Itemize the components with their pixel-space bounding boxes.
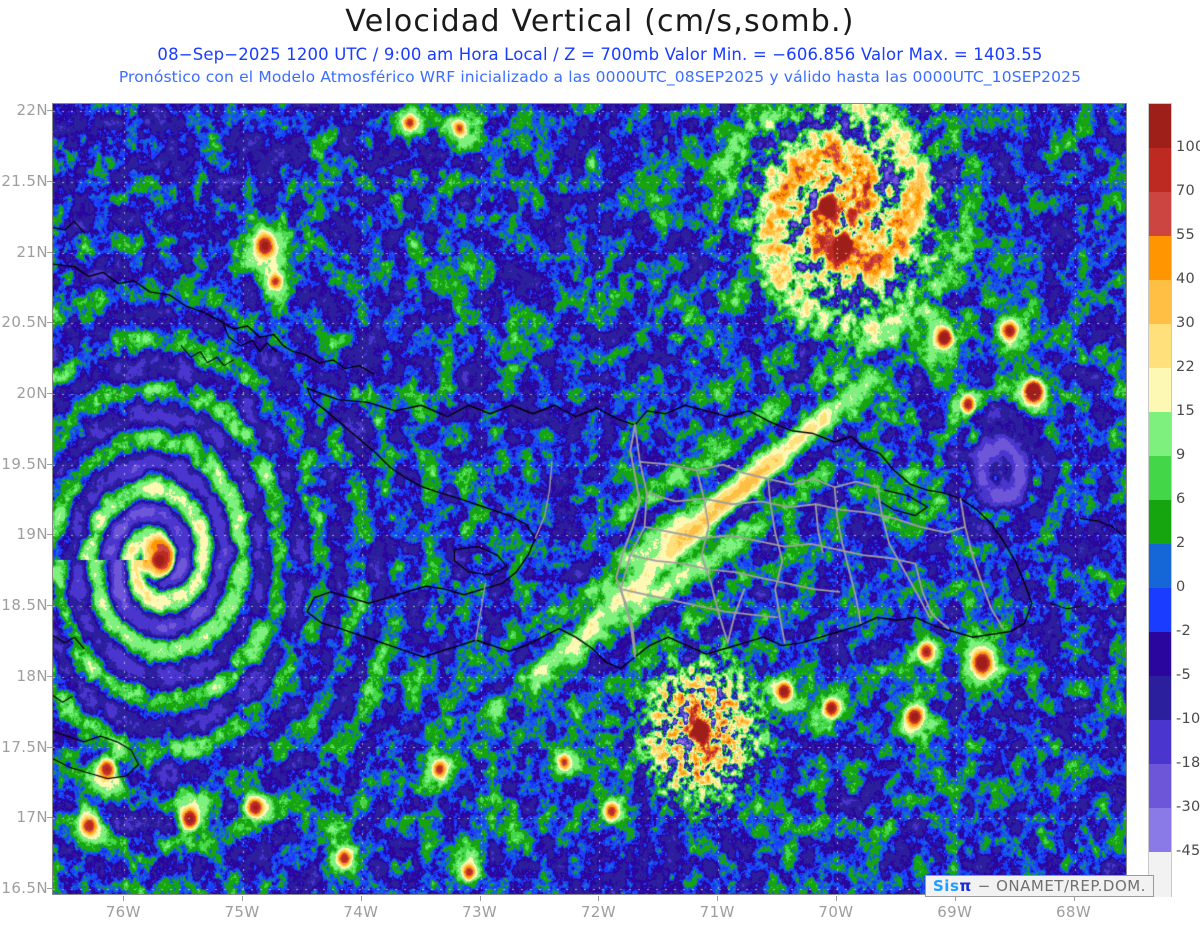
colorbar-segment [1149, 412, 1171, 457]
subtitle-line-1: 08−Sep−2025 1200 UTC / 9:00 am Hora Loca… [157, 45, 1043, 64]
colorbar-segment [1149, 808, 1171, 853]
colorbar[interactable] [1148, 103, 1172, 897]
x-tick-label: 74W [343, 903, 379, 921]
colorbar-tick-label: -5 [1176, 667, 1192, 683]
x-tick-label: 75W [224, 903, 260, 921]
y-tick-mark [47, 392, 52, 394]
colorbar-tick-label: -45 [1176, 843, 1200, 859]
colorbar-tick-label: -10 [1176, 711, 1200, 727]
x-tick-label: 68W [1055, 903, 1092, 921]
x-tick-mark [123, 896, 125, 901]
colorbar-segment [1149, 720, 1171, 765]
colorbar-segment [1149, 280, 1171, 325]
y-tick-mark [47, 746, 52, 748]
x-tick-mark [954, 896, 956, 901]
page-title: Velocidad Vertical (cm/s,somb.) [345, 4, 855, 39]
y-tick-label: 22N [16, 101, 48, 120]
colorbar-segment [1149, 544, 1171, 589]
y-tick-mark [47, 817, 52, 819]
colorbar-segment [1149, 676, 1171, 721]
colorbar-segment [1149, 456, 1171, 501]
colorbar-tick-label: 2 [1176, 535, 1186, 551]
x-tick-mark [360, 896, 362, 901]
map-plot-area[interactable] [52, 103, 1127, 895]
colorbar-segment [1149, 104, 1171, 149]
y-tick-mark [47, 322, 52, 324]
y-tick-label: 18N [16, 666, 48, 685]
colorbar-tick-label: 9 [1176, 447, 1186, 463]
colorbar-segment [1149, 368, 1171, 413]
watermark-onamet: Sis π − ONAMET/REP.DOM. [925, 875, 1154, 897]
colorbar-tick-label: 0 [1176, 579, 1186, 595]
y-tick-label: 21.5N [1, 171, 48, 190]
colorbar-segment [1149, 632, 1171, 677]
x-tick-mark [1073, 896, 1075, 901]
map-overlay-coastlines-grid [53, 104, 1126, 894]
x-tick-label: 72W [580, 903, 616, 921]
colorbar-tick-label: 55 [1176, 227, 1196, 243]
x-tick-label: 76W [105, 903, 141, 921]
watermark-brand: Sis [933, 877, 960, 895]
colorbar-segment [1149, 852, 1171, 897]
x-tick-mark [242, 896, 244, 901]
y-tick-mark [47, 534, 52, 536]
colorbar-tick-label: 22 [1176, 359, 1196, 375]
y-tick-label: 21N [16, 242, 48, 261]
x-tick-label: 69W [937, 903, 973, 921]
y-tick-label: 18.5N [1, 596, 48, 615]
x-tick-mark [598, 896, 600, 901]
watermark-agency: − ONAMET/REP.DOM. [977, 877, 1146, 895]
colorbar-tick-label: 100 [1176, 139, 1200, 155]
y-tick-label: 19N [16, 525, 48, 544]
colorbar-segment [1149, 192, 1171, 237]
colorbar-segment [1149, 500, 1171, 545]
colorbar-segment [1149, 764, 1171, 809]
watermark-pi-icon: π [959, 877, 972, 895]
y-tick-mark [47, 110, 52, 112]
y-tick-mark [47, 251, 52, 253]
subtitle-line-2: Pronóstico con el Modelo Atmosférico WRF… [118, 68, 1082, 86]
x-tick-mark [717, 896, 719, 901]
colorbar-segment [1149, 324, 1171, 369]
colorbar-tick-label: 6 [1176, 491, 1186, 507]
y-axis-latitude: 22N 21.5N 21N 20.5N 20N 19.5N 19N 18.5N 18N 17.5N… [0, 0, 52, 927]
y-tick-mark [47, 180, 52, 182]
colorbar-segment [1149, 148, 1171, 193]
colorbar-tick-label: -18 [1176, 755, 1200, 771]
y-tick-label: 19.5N [1, 454, 48, 473]
colorbar-tick-label: 40 [1176, 271, 1196, 287]
colorbar-tick-label: 30 [1176, 315, 1196, 331]
y-tick-mark [47, 675, 52, 677]
colorbar-tick-label: 70 [1176, 183, 1196, 199]
colorbar-tick-label: 15 [1176, 403, 1196, 419]
y-tick-mark [47, 887, 52, 889]
y-tick-mark [47, 605, 52, 607]
y-tick-label: 17.5N [1, 737, 48, 756]
x-tick-mark [479, 896, 481, 901]
y-tick-mark [47, 463, 52, 465]
y-tick-label: 17N [16, 808, 48, 827]
y-tick-label: 20.5N [1, 313, 48, 332]
colorbar-tick-label: -30 [1176, 799, 1200, 815]
colorbar-tick-label: -2 [1176, 623, 1192, 639]
colorbar-segment [1149, 236, 1171, 281]
x-tick-label: 70W [818, 903, 854, 921]
x-tick-label: 73W [462, 903, 498, 921]
colorbar-segment [1149, 588, 1171, 633]
x-tick-mark [835, 896, 837, 901]
y-tick-label: 16.5N [1, 878, 48, 897]
y-tick-label: 20N [16, 383, 48, 402]
x-tick-label: 71W [699, 903, 735, 921]
